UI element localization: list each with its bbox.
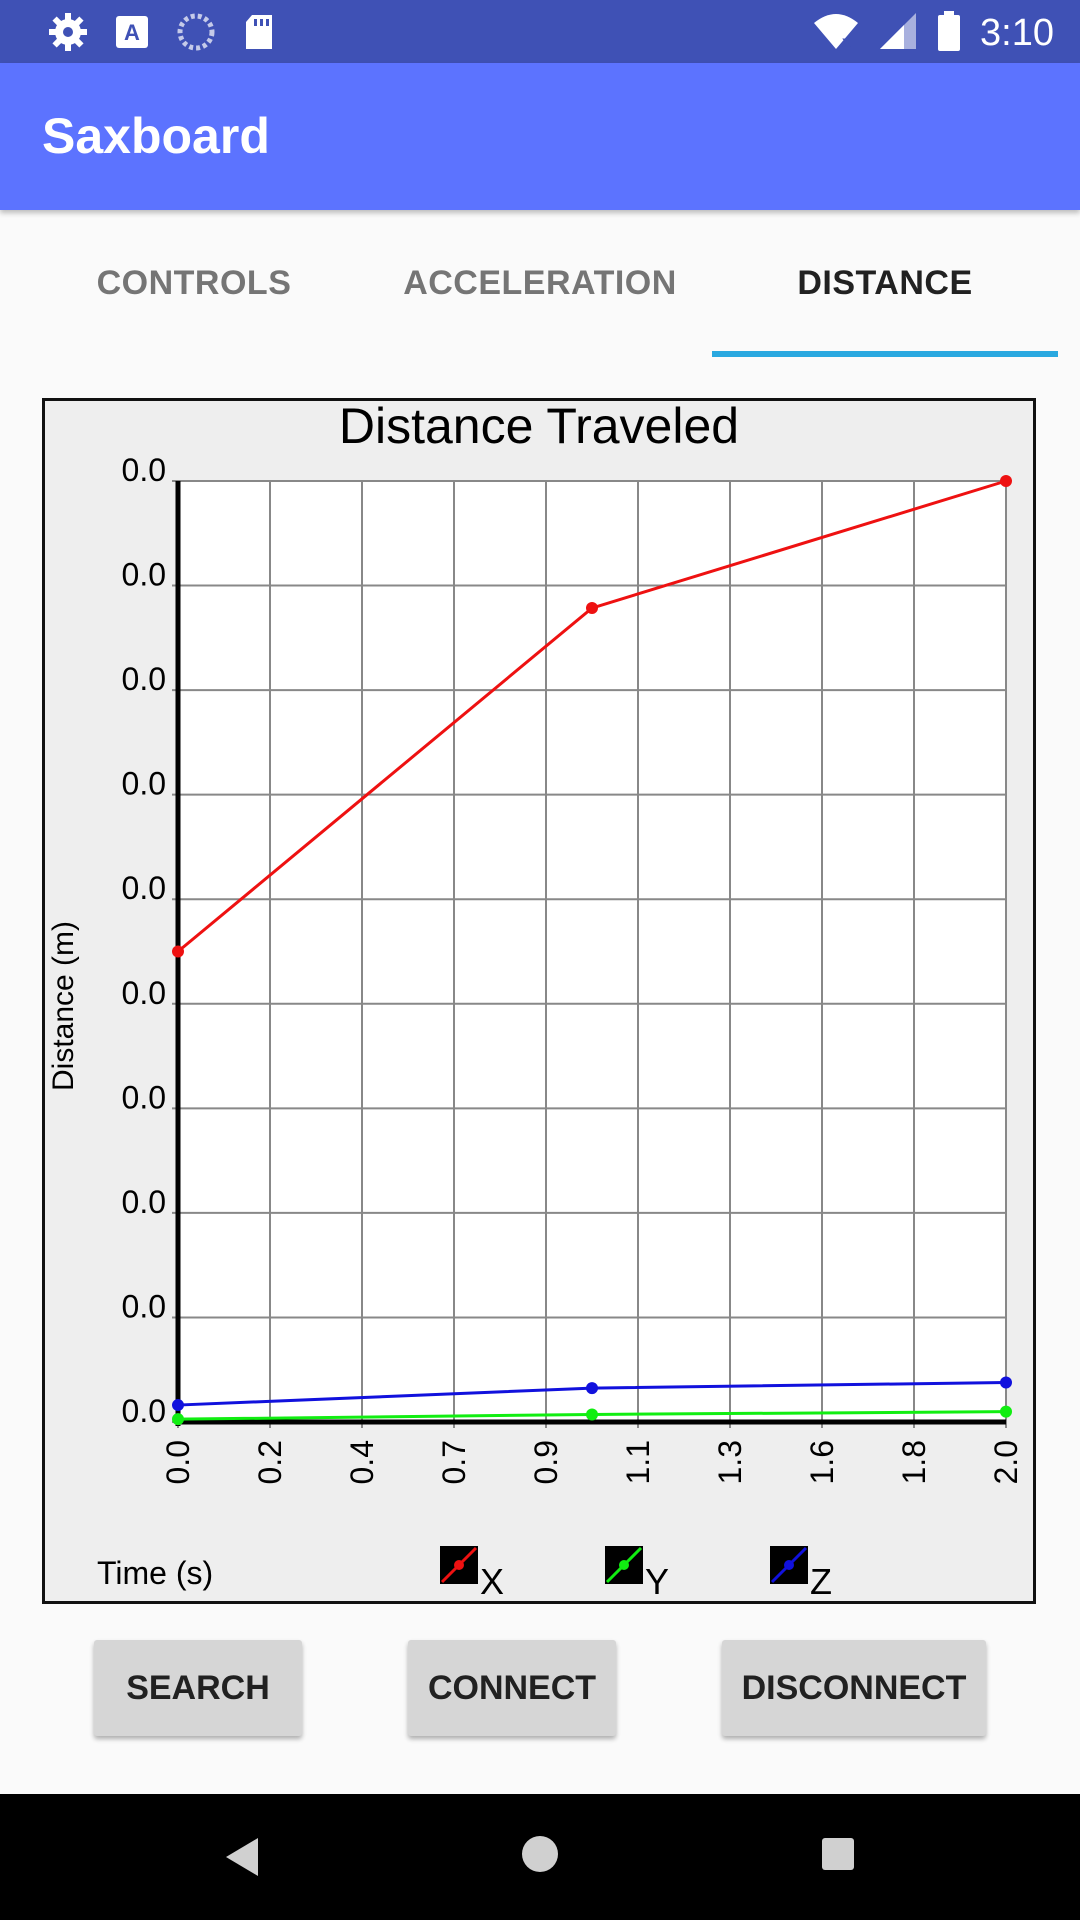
y-tick-label: 0.0 <box>122 1288 166 1324</box>
series-x-point <box>1000 475 1012 487</box>
series-x-point <box>586 602 598 615</box>
connect-button[interactable]: CONNECT <box>408 1640 616 1736</box>
series-z-point <box>1000 1376 1012 1389</box>
x-tick-label: 1.1 <box>620 1440 656 1484</box>
x-axis-label: Time (s) <box>97 1555 213 1591</box>
settings-icon <box>48 12 88 57</box>
y-tick-label: 0.0 <box>122 975 166 1011</box>
svg-text:x: x <box>842 34 851 51</box>
y-tick-label: 0.0 <box>122 1184 166 1220</box>
app-title: Saxboard <box>42 108 270 164</box>
x-tick-label: 0.4 <box>344 1440 380 1484</box>
legend-y-label: Y <box>645 1561 669 1601</box>
plot-area <box>178 481 1006 1422</box>
tab-acceleration[interactable]: ACCELERATION <box>403 263 677 302</box>
chart-title: Distance Traveled <box>339 401 739 454</box>
chart-svg: Distance Traveled Distance (m) Time (s) … <box>47 398 1024 1602</box>
disconnect-button[interactable]: DISCONNECT <box>722 1640 986 1736</box>
tab-indicator <box>712 351 1058 357</box>
recents-icon[interactable] <box>820 1836 856 1877</box>
action-buttons: SEARCH CONNECT DISCONNECT <box>0 1640 1080 1740</box>
x-tick-label: 0.0 <box>160 1440 196 1484</box>
text-a-icon: A <box>114 12 150 57</box>
y-tick-label: 0.0 <box>122 557 166 593</box>
sd-card-icon <box>242 12 276 57</box>
legend-x-marker <box>454 1560 464 1570</box>
x-tick-label: 0.9 <box>528 1440 564 1484</box>
series-z-point <box>586 1382 598 1395</box>
series-y-point <box>1000 1405 1012 1418</box>
tab-distance[interactable]: DISTANCE <box>797 263 973 302</box>
y-axis-label: Distance (m) <box>47 921 80 1091</box>
app-bar: Saxboard <box>0 63 1080 210</box>
navigation-bar <box>0 1794 1080 1920</box>
distance-chart: Distance Traveled Distance (m) Time (s) … <box>42 398 1036 1604</box>
x-tick-label: 1.6 <box>804 1440 840 1484</box>
x-tick-label: 0.2 <box>252 1440 288 1484</box>
legend-x-label: X <box>480 1561 504 1601</box>
battery-icon <box>936 10 962 57</box>
wifi-icon: x <box>812 11 860 56</box>
x-tick-label: 1.3 <box>712 1440 748 1484</box>
legend-z-label: Z <box>810 1561 832 1601</box>
y-tick-label: 0.0 <box>122 661 166 697</box>
back-icon[interactable] <box>222 1836 262 1883</box>
sync-circle-icon <box>176 12 216 57</box>
y-tick-label: 0.0 <box>122 766 166 802</box>
search-button[interactable]: SEARCH <box>94 1640 302 1736</box>
series-y-point <box>586 1408 598 1421</box>
series-x-point <box>172 945 184 958</box>
x-tick-label: 1.8 <box>896 1440 932 1484</box>
signal-icon <box>878 11 918 56</box>
tab-bar: CONTROLS ACCELERATION DISTANCE <box>0 210 1080 356</box>
tab-controls[interactable]: CONTROLS <box>96 263 292 302</box>
status-time: 3:10 <box>980 12 1054 54</box>
series-y-point <box>172 1413 184 1426</box>
status-bar: A x <box>0 0 1080 63</box>
svg-text:A: A <box>124 20 140 45</box>
legend-z-marker <box>784 1560 794 1570</box>
home-icon[interactable] <box>520 1834 560 1879</box>
y-tick-label: 0.0 <box>122 1393 166 1429</box>
legend-y-marker <box>619 1560 629 1570</box>
x-tick-label: 2.0 <box>988 1440 1024 1484</box>
y-tick-label: 0.0 <box>122 1079 166 1115</box>
y-tick-label: 0.0 <box>122 870 166 906</box>
x-tick-label: 0.7 <box>436 1440 472 1484</box>
y-tick-label: 0.0 <box>122 452 166 488</box>
series-z-point <box>172 1399 184 1412</box>
